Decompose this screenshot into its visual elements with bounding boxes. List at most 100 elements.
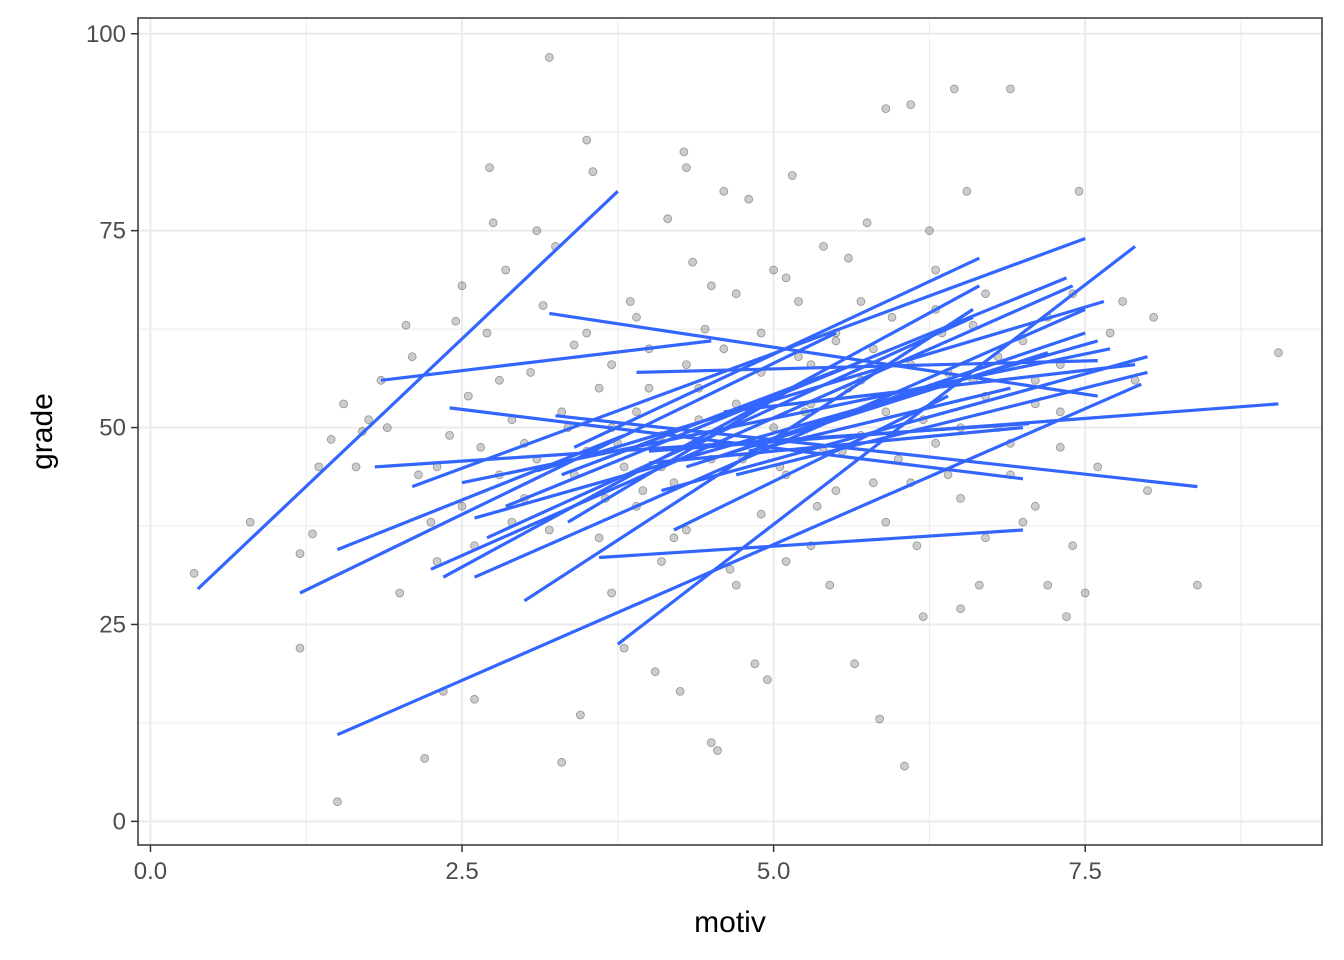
scatter-point: [482, 328, 492, 338]
scatter-point: [395, 588, 405, 598]
x-tick-label: 7.5: [1069, 858, 1102, 885]
scatter-point: [744, 194, 754, 204]
regression-line: [430, 284, 1074, 571]
scatter-point: [451, 316, 461, 326]
scatter-point: [485, 163, 494, 173]
y-tick-label: 75: [99, 218, 126, 245]
scatter-point: [576, 710, 585, 720]
scatter-point: [794, 297, 803, 306]
scatter-point: [682, 525, 691, 535]
y-tick-label: 25: [99, 611, 126, 638]
x-tick-label: 0.0: [134, 858, 167, 885]
scatter-point: [731, 289, 741, 299]
scatter-point: [856, 297, 866, 306]
x-tick-label: 2.5: [445, 858, 478, 885]
scatter-point: [420, 754, 430, 763]
x-axis-title: motiv: [694, 906, 766, 939]
x-tick-label: 5.0: [757, 858, 790, 885]
scatter-point: [912, 541, 922, 551]
scatter-point: [1030, 501, 1040, 511]
regression-line: [735, 370, 1148, 477]
scatter-point: [931, 438, 940, 448]
scatter-point: [956, 493, 965, 503]
regression-line: [536, 299, 1105, 473]
scatter-point: [582, 328, 592, 338]
scatter-point: [1274, 348, 1283, 358]
scatter-point: [875, 714, 884, 724]
scatter-point: [825, 580, 835, 590]
scatter-point: [308, 529, 317, 539]
scatter-point: [189, 568, 199, 578]
scatter-point: [925, 226, 934, 236]
scatter-point: [831, 336, 841, 346]
regression-line: [573, 256, 980, 449]
regression-line: [648, 426, 1024, 465]
scatter-point: [625, 297, 635, 306]
scatter-point: [1093, 462, 1103, 472]
scatter-point: [382, 423, 392, 433]
scatter-point: [632, 407, 641, 417]
scatter-point: [494, 375, 504, 385]
regression-line: [616, 245, 1137, 646]
scatter-point: [594, 383, 604, 393]
scatter-point: [669, 533, 679, 543]
scatter-point: [295, 549, 305, 558]
scatter-point: [413, 470, 423, 480]
panel-border: [137, 17, 1323, 846]
scatter-point: [900, 761, 909, 771]
regression-line: [486, 315, 974, 540]
y-tick-label: 0: [113, 808, 126, 835]
scatter-point: [332, 797, 342, 807]
y-tick-label: 50: [99, 415, 126, 442]
scatter-point: [981, 289, 990, 299]
minor-gridlines: [138, 18, 1322, 845]
scatter-point: [457, 281, 467, 291]
scatter-point: [538, 301, 548, 310]
scatter-point: [682, 163, 691, 173]
scatter-point: [868, 478, 878, 488]
scatter-point: [787, 171, 797, 180]
scatter-point: [850, 659, 859, 669]
scatter-point: [557, 757, 567, 767]
scatter-point: [706, 281, 716, 291]
scatter-point: [756, 509, 766, 519]
scatter-point: [679, 147, 689, 157]
scatter-point: [812, 501, 822, 511]
scatter-point: [881, 104, 891, 113]
regression-line: [411, 236, 1086, 489]
scatter-point: [501, 265, 511, 275]
scatter-point: [719, 344, 729, 354]
regression-line: [598, 528, 1024, 560]
scatter-point: [314, 462, 324, 472]
scatter-point: [1068, 541, 1078, 551]
y-axis-title: grade: [26, 393, 59, 470]
scatter-point: [700, 324, 710, 334]
scatter-point: [1074, 186, 1084, 196]
scatter-point: [526, 367, 535, 377]
scatter-point: [1055, 407, 1065, 417]
scatter-point: [1055, 442, 1065, 452]
scatter-point: [1149, 312, 1159, 322]
regression-line: [380, 339, 712, 382]
scatter-point: [781, 273, 791, 283]
regression-line: [661, 355, 1148, 493]
scatter-point: [949, 84, 959, 94]
scatter-point: [918, 612, 928, 621]
regression-lines: [196, 190, 1279, 737]
y-axis: 0 25 50 75 100: [86, 21, 138, 835]
scatter-point: [326, 434, 336, 444]
regression-line: [196, 190, 619, 591]
scatter-point: [706, 738, 716, 747]
scatter-point: [657, 557, 666, 566]
scatter-point: [956, 604, 965, 614]
scatter-point: [650, 667, 660, 677]
scatter-point: [445, 430, 455, 440]
scatter-point: [619, 643, 629, 653]
scatter-point: [582, 135, 592, 145]
scatter-point: [731, 580, 741, 590]
scatter-point: [364, 415, 374, 425]
scatter-point: [981, 533, 990, 543]
scatter-point: [607, 588, 616, 598]
scatter-point: [663, 214, 673, 224]
regression-line: [748, 386, 1011, 453]
